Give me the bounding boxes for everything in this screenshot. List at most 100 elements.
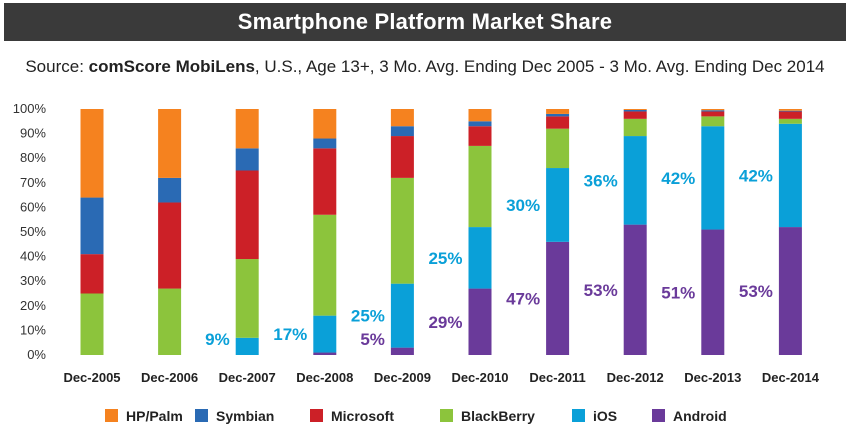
bar-segment-ios (623, 136, 647, 225)
bar-segment-symbian (778, 110, 802, 112)
legend-label-ios: iOS (593, 408, 617, 424)
bar-segment-hp-palm (468, 109, 492, 122)
bar-segment-hp-palm (235, 109, 259, 149)
y-tick-label: 40% (20, 249, 46, 264)
data-label-android: 5% (360, 330, 385, 349)
x-tick-label: Dec-2014 (762, 370, 820, 385)
data-label-android: 29% (428, 313, 462, 332)
bar-segment-ios (468, 227, 492, 289)
data-label-android: 53% (739, 282, 773, 301)
data-label-ios: 42% (661, 169, 695, 188)
x-tick-label: Dec-2011 (529, 370, 585, 385)
legend-label-hp-palm: HP/Palm (126, 408, 183, 424)
x-tick-label: Dec-2009 (374, 370, 431, 385)
bar-segment-microsoft (158, 202, 182, 289)
bar-segment-microsoft (390, 136, 414, 178)
x-tick-label: Dec-2006 (141, 370, 198, 385)
bar-segment-microsoft (546, 116, 570, 129)
data-label-ios: 42% (739, 166, 773, 185)
bar-segment-android (778, 227, 802, 355)
data-label-ios: 30% (506, 196, 540, 215)
bar-segment-symbian (80, 197, 104, 255)
bar-segment-microsoft (701, 111, 725, 117)
bar-segment-ios (546, 168, 570, 242)
x-tick-label: Dec-2013 (684, 370, 741, 385)
bar-segment-hp-palm (778, 109, 802, 111)
chart-title: Smartphone Platform Market Share (4, 3, 846, 41)
y-tick-label: 60% (20, 199, 46, 214)
bar-segment-microsoft (80, 254, 104, 294)
bar-segment-symbian (546, 113, 570, 117)
bar-segment-ios (235, 337, 259, 355)
bar-segment-microsoft (313, 148, 337, 215)
bar-segment-blackberry (468, 145, 492, 228)
bar-segment-blackberry (778, 118, 802, 124)
legend-swatch-symbian (195, 409, 208, 422)
bar-segment-hp-palm (623, 109, 647, 110)
y-tick-label: 90% (20, 126, 46, 141)
bar-segment-android (313, 352, 337, 355)
legend-label-blackberry: BlackBerry (461, 408, 535, 424)
data-label-ios: 36% (584, 171, 618, 190)
y-tick-label: 20% (20, 298, 46, 313)
legend-swatch-blackberry (440, 409, 453, 422)
bar-segment-hp-palm (701, 109, 725, 111)
bar-segment-symbian (158, 177, 182, 203)
chart-subtitle: Source: comScore MobiLens, U.S., Age 13+… (0, 57, 850, 77)
bar-segment-blackberry (80, 293, 104, 355)
bar-segment-android (390, 347, 414, 355)
legend-label-microsoft: Microsoft (331, 408, 394, 424)
y-tick-label: 0% (27, 347, 46, 362)
bar-segment-microsoft (778, 111, 802, 119)
x-tick-label: Dec-2010 (451, 370, 508, 385)
bar-segment-symbian (235, 148, 259, 171)
bar-segment-symbian (313, 138, 337, 149)
x-tick-label: Dec-2007 (219, 370, 276, 385)
subtitle-prefix: Source: (25, 57, 89, 76)
y-tick-label: 50% (20, 224, 46, 239)
bar-segment-hp-palm (390, 109, 414, 127)
y-tick-label: 30% (20, 273, 46, 288)
y-tick-label: 100% (13, 101, 47, 116)
legend-swatch-microsoft (310, 409, 323, 422)
subtitle-source: comScore MobiLens (88, 57, 255, 76)
bar-segment-hp-palm (313, 109, 337, 139)
bar-segment-ios (778, 123, 802, 228)
bar-segment-android (546, 241, 570, 355)
data-label-android: 51% (661, 283, 695, 302)
bar-segment-microsoft (235, 170, 259, 260)
bar-segment-blackberry (313, 214, 337, 316)
data-label-ios: 17% (273, 325, 307, 344)
data-label-ios: 25% (351, 307, 385, 326)
x-tick-label: Dec-2008 (296, 370, 353, 385)
x-tick-label: Dec-2005 (63, 370, 120, 385)
bar-segment-microsoft (468, 126, 492, 146)
legend-label-android: Android (673, 408, 727, 424)
subtitle-suffix: , U.S., Age 13+, 3 Mo. Avg. Ending Dec 2… (254, 57, 825, 76)
bar-segment-hp-palm (158, 109, 182, 178)
bar-segment-symbian (390, 126, 414, 137)
bar-segment-android (701, 229, 725, 355)
legend-swatch-ios (572, 409, 585, 422)
bar-segment-symbian (701, 110, 725, 112)
legend-label-symbian: Symbian (216, 408, 274, 424)
x-tick-label: Dec-2012 (607, 370, 664, 385)
data-label-ios: 25% (428, 249, 462, 268)
bar-segment-blackberry (390, 177, 414, 284)
bar-segment-blackberry (158, 288, 182, 355)
y-tick-label: 10% (20, 322, 46, 337)
bar-segment-ios (313, 315, 337, 353)
bar-segment-microsoft (623, 111, 647, 119)
bar-segment-symbian (468, 121, 492, 127)
y-tick-label: 70% (20, 175, 46, 190)
data-label-android: 47% (506, 289, 540, 308)
bar-segment-hp-palm (546, 109, 570, 114)
data-label-android: 53% (584, 281, 618, 300)
data-label-ios: 9% (205, 330, 230, 349)
legend-swatch-android (652, 409, 665, 422)
bar-segment-blackberry (701, 116, 725, 127)
bar-segment-ios (390, 283, 414, 348)
bar-segment-ios (701, 126, 725, 230)
bar-segment-blackberry (235, 259, 259, 338)
bar-segment-blackberry (623, 118, 647, 137)
